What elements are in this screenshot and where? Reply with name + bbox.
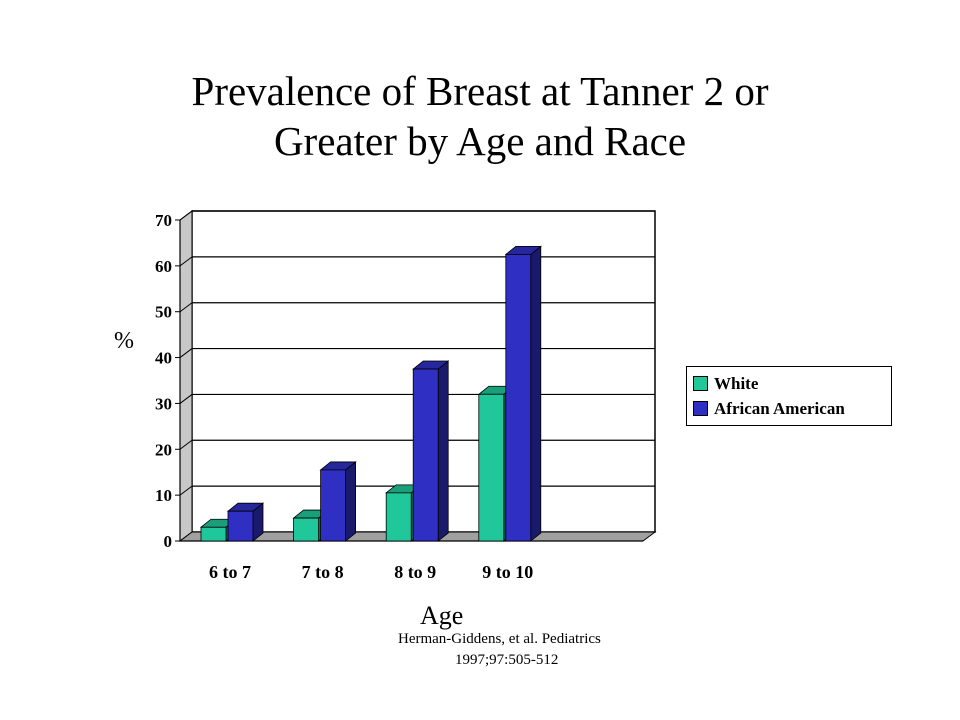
gridline-side xyxy=(179,439,193,450)
source-citation-line-2: 1997;97:505-512 xyxy=(455,652,559,668)
y-tick-label: 50 xyxy=(155,303,172,322)
x-tick-label: 9 to 10 xyxy=(482,562,533,582)
gridline-side xyxy=(179,210,193,221)
legend-swatch-white xyxy=(693,376,708,391)
y-tick-label: 30 xyxy=(155,394,172,413)
bar-8-to-9-african-american xyxy=(412,368,439,542)
y-tick-label: 20 xyxy=(155,440,172,459)
y-axis-label: % xyxy=(114,328,134,354)
gridline-side xyxy=(179,256,193,267)
x-axis-label: Age xyxy=(420,601,464,630)
legend-item-white: White xyxy=(693,371,885,396)
source-citation-line-1: Herman-Giddens, et al. Pediatrics xyxy=(398,631,601,647)
chart-title: Prevalence of Breast at Tanner 2 or Grea… xyxy=(0,66,960,166)
bar-side-9-to-10-african-american xyxy=(530,245,542,542)
bar-side-8-to-9-african-american xyxy=(437,360,449,542)
bar-7-to-8-white xyxy=(293,517,320,542)
bar-7-to-8-african-american xyxy=(320,469,347,542)
gridline-side xyxy=(179,485,193,496)
bar-9-to-10-white xyxy=(478,393,505,542)
bar-9-to-10-african-american xyxy=(505,253,532,542)
chart-side-wall xyxy=(179,210,193,542)
legend-label-african-american: African American xyxy=(714,398,845,418)
chart-title-line-2: Greater by Age and Race xyxy=(273,118,687,164)
chart-title-line-1: Prevalence of Breast at Tanner 2 or xyxy=(191,68,769,114)
gridline-side xyxy=(179,302,193,313)
chart-plot-area: 0 10 20 30 40 50 60 70 6 to 7 7 to 8 8 to 9 9 to 10 xyxy=(155,210,657,582)
y-tick-label: 0 xyxy=(164,532,173,551)
bar-8-to-9-white xyxy=(385,492,412,542)
y-tick-label: 10 xyxy=(155,486,172,505)
legend-item-african-american: African American xyxy=(693,396,885,421)
legend-label-white: White xyxy=(714,373,759,393)
y-tick-label: 70 xyxy=(155,211,172,230)
chart-legend: White African American xyxy=(686,366,892,426)
gridline-side xyxy=(179,394,193,404)
x-tick-label: 7 to 8 xyxy=(302,562,344,582)
x-tick-label: 6 to 7 xyxy=(209,562,251,582)
bar-6-to-7-white xyxy=(200,526,227,542)
legend-swatch-african-american xyxy=(693,401,708,416)
x-tick-label: 8 to 9 xyxy=(394,562,436,582)
bar-side-7-to-8-african-american xyxy=(345,461,357,542)
y-tick-label: 60 xyxy=(155,257,172,276)
y-tick-label: 40 xyxy=(155,349,172,368)
bar-6-to-7-african-american xyxy=(227,510,254,542)
gridline-side xyxy=(179,348,193,358)
